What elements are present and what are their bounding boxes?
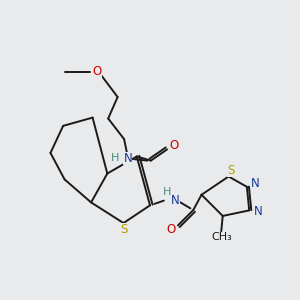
Text: N: N [251,177,260,190]
Text: N: N [124,152,132,165]
Text: O: O [92,65,102,79]
Text: N: N [254,205,262,218]
Text: S: S [120,223,128,236]
Text: O: O [169,140,178,152]
Text: S: S [227,164,235,176]
Text: H: H [163,188,171,197]
Text: N: N [171,194,180,207]
Text: O: O [167,223,176,236]
Text: CH₃: CH₃ [211,232,232,242]
Text: H: H [110,153,119,163]
